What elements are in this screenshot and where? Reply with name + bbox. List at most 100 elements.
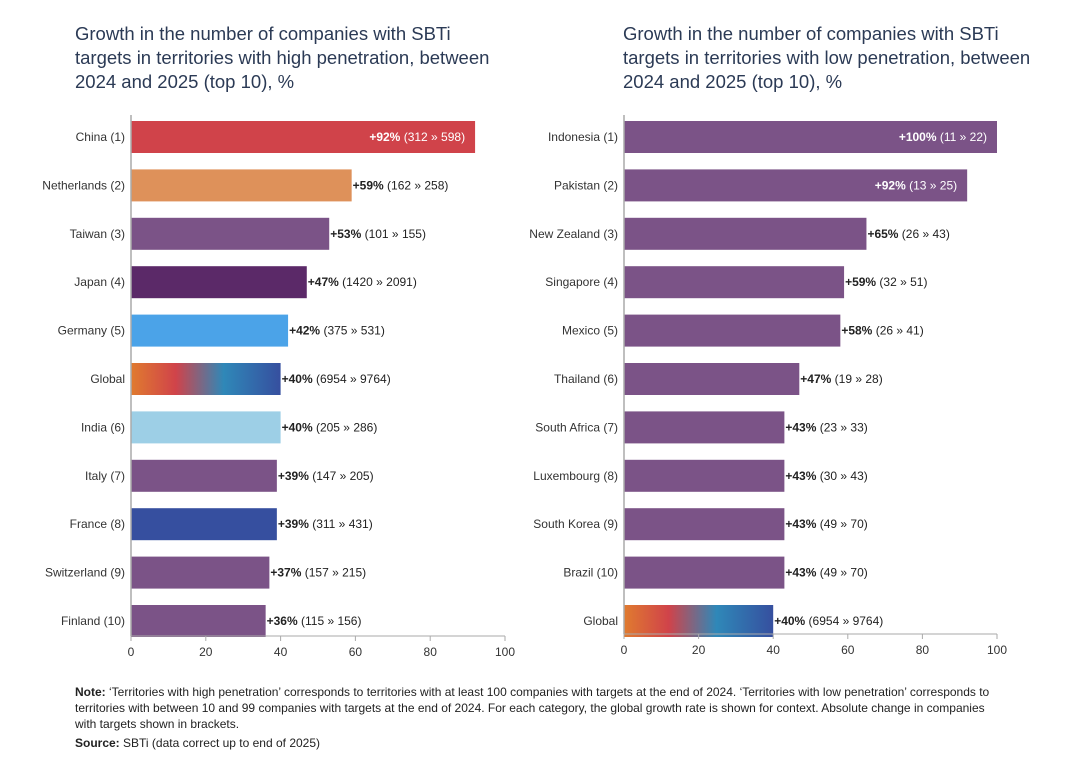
x-tick-label: 100	[495, 645, 515, 659]
category-label: Italy (7)	[85, 469, 125, 483]
bar-france-8	[131, 508, 277, 541]
x-tick-label: 100	[987, 643, 1007, 657]
data-label-pct: +43%	[785, 469, 816, 483]
note-text: ‘Territories with high penetration’ corr…	[75, 685, 990, 731]
category-label: South Korea (9)	[533, 517, 618, 531]
bar-mexico-5	[624, 314, 841, 347]
bar-italy-7	[131, 459, 277, 492]
category-label: Finland (10)	[61, 614, 125, 628]
data-label-abs: (19 » 28)	[831, 372, 882, 386]
data-label-pct: +47%	[308, 275, 339, 289]
data-label-pct: +58%	[841, 324, 872, 338]
category-label: Global	[583, 614, 618, 628]
data-label-pct: +92%	[369, 130, 400, 144]
data-label: +59% (32 » 51)	[845, 275, 927, 289]
bar-finland-10	[131, 605, 266, 637]
category-label: Germany (5)	[58, 324, 125, 338]
bar-charts: China (1) +92% (312 » 598) Netherlands (2)…	[42, 115, 1007, 659]
data-label-pct: +39%	[278, 469, 309, 483]
bar-south-korea-9	[624, 508, 785, 541]
data-label-abs: (205 » 286)	[313, 420, 378, 434]
data-label-abs: (13 » 25)	[906, 178, 957, 192]
data-label-pct: +59%	[353, 178, 384, 192]
x-tick-label: 0	[128, 645, 135, 659]
chart-title-low-penetration: Growth in the number of companies with S…	[623, 23, 1031, 92]
data-label-pct: +43%	[785, 517, 816, 531]
data-label: +47% (19 » 28)	[800, 372, 882, 386]
bar-china-1	[131, 121, 476, 153]
bar-japan-4	[131, 266, 307, 299]
bar-south-africa-7	[624, 411, 785, 444]
x-tick-label: 40	[767, 643, 781, 657]
data-label: +43% (49 » 70)	[785, 566, 867, 580]
category-label: India (6)	[81, 420, 125, 434]
data-label-pct: +43%	[785, 420, 816, 434]
data-label-abs: (26 » 41)	[872, 324, 923, 338]
data-label-pct: +65%	[867, 227, 898, 241]
bar-germany-5	[131, 314, 289, 347]
data-label-abs: (115 » 156)	[298, 614, 362, 628]
data-label: +53% (101 » 155)	[330, 227, 426, 241]
data-label: +59% (162 » 258)	[353, 178, 449, 192]
data-label-abs: (32 » 51)	[876, 275, 927, 289]
source-text: SBTi (data correct up to end of 2025)	[119, 736, 321, 750]
data-label: +43% (30 » 43)	[785, 469, 867, 483]
data-label-pct: +43%	[785, 566, 816, 580]
data-label-abs: (49 » 70)	[816, 566, 867, 580]
data-label-abs: (23 » 33)	[816, 420, 867, 434]
category-label: Pakistan (2)	[554, 178, 618, 192]
x-tick-label: 0	[621, 643, 628, 657]
category-label: Mexico (5)	[562, 324, 618, 338]
bar-netherlands-2	[131, 169, 352, 202]
x-tick-label: 20	[692, 643, 706, 657]
bar-brazil-10	[624, 556, 785, 589]
category-label: China (1)	[76, 130, 125, 144]
data-label: +40% (6954 » 9764)	[282, 372, 391, 386]
data-label-abs: (311 » 431)	[309, 517, 373, 531]
source: Source: SBTi (data correct up to end of …	[75, 735, 995, 751]
data-label-pct: +59%	[845, 275, 876, 289]
data-label-abs: (6954 » 9764)	[805, 614, 883, 628]
notes-section: Note: ‘Territories with high penetration…	[75, 684, 995, 754]
bar-india-6	[131, 411, 281, 444]
data-label: +40% (205 » 286)	[282, 420, 378, 434]
data-label-pct: +92%	[875, 178, 906, 192]
x-tick-label: 60	[841, 643, 855, 657]
category-label: Switzerland (9)	[45, 566, 125, 580]
data-label-abs: (162 » 258)	[384, 178, 449, 192]
data-label-abs: (11 » 22)	[937, 130, 987, 144]
data-label-pct: +39%	[278, 517, 309, 531]
data-label: +43% (49 » 70)	[785, 517, 867, 531]
x-tick-label: 20	[199, 645, 213, 659]
category-label: Brazil (10)	[563, 566, 618, 580]
data-label: +42% (375 » 531)	[289, 324, 385, 338]
chart-title-high-penetration: Growth in the number of companies with S…	[75, 23, 490, 92]
category-label: Thailand (6)	[554, 372, 618, 386]
category-label: Indonesia (1)	[548, 130, 618, 144]
bar-global	[131, 363, 281, 395]
data-label-abs: (26 » 43)	[898, 227, 949, 241]
category-label: Global	[90, 372, 125, 386]
bar-luxembourg-8	[624, 459, 785, 492]
bar-pakistan-2	[624, 169, 968, 202]
data-label-abs: (101 » 155)	[361, 227, 426, 241]
data-label-abs: (147 » 205)	[309, 469, 374, 483]
data-label: +36% (115 » 156)	[267, 614, 362, 628]
data-label: +39% (311 » 431)	[278, 517, 373, 531]
data-label: +37% (157 » 215)	[270, 566, 366, 580]
data-label: +43% (23 » 33)	[785, 420, 867, 434]
bar-switzerland-9	[131, 556, 270, 589]
data-label: +58% (26 » 41)	[841, 324, 923, 338]
category-label: Japan (4)	[74, 275, 125, 289]
x-tick-label: 60	[349, 645, 363, 659]
data-label-pct: +100%	[899, 130, 937, 144]
data-label-pct: +36%	[267, 614, 298, 628]
data-label: +40% (6954 » 9764)	[774, 614, 883, 628]
bar-taiwan-3	[131, 217, 330, 250]
data-label-abs: (6954 » 9764)	[313, 372, 391, 386]
bar-indonesia-1	[624, 121, 997, 153]
data-label-pct: +53%	[330, 227, 361, 241]
data-label: +92% (312 » 598)	[369, 130, 465, 144]
data-label-pct: +42%	[289, 324, 320, 338]
data-label-pct: +40%	[774, 614, 805, 628]
